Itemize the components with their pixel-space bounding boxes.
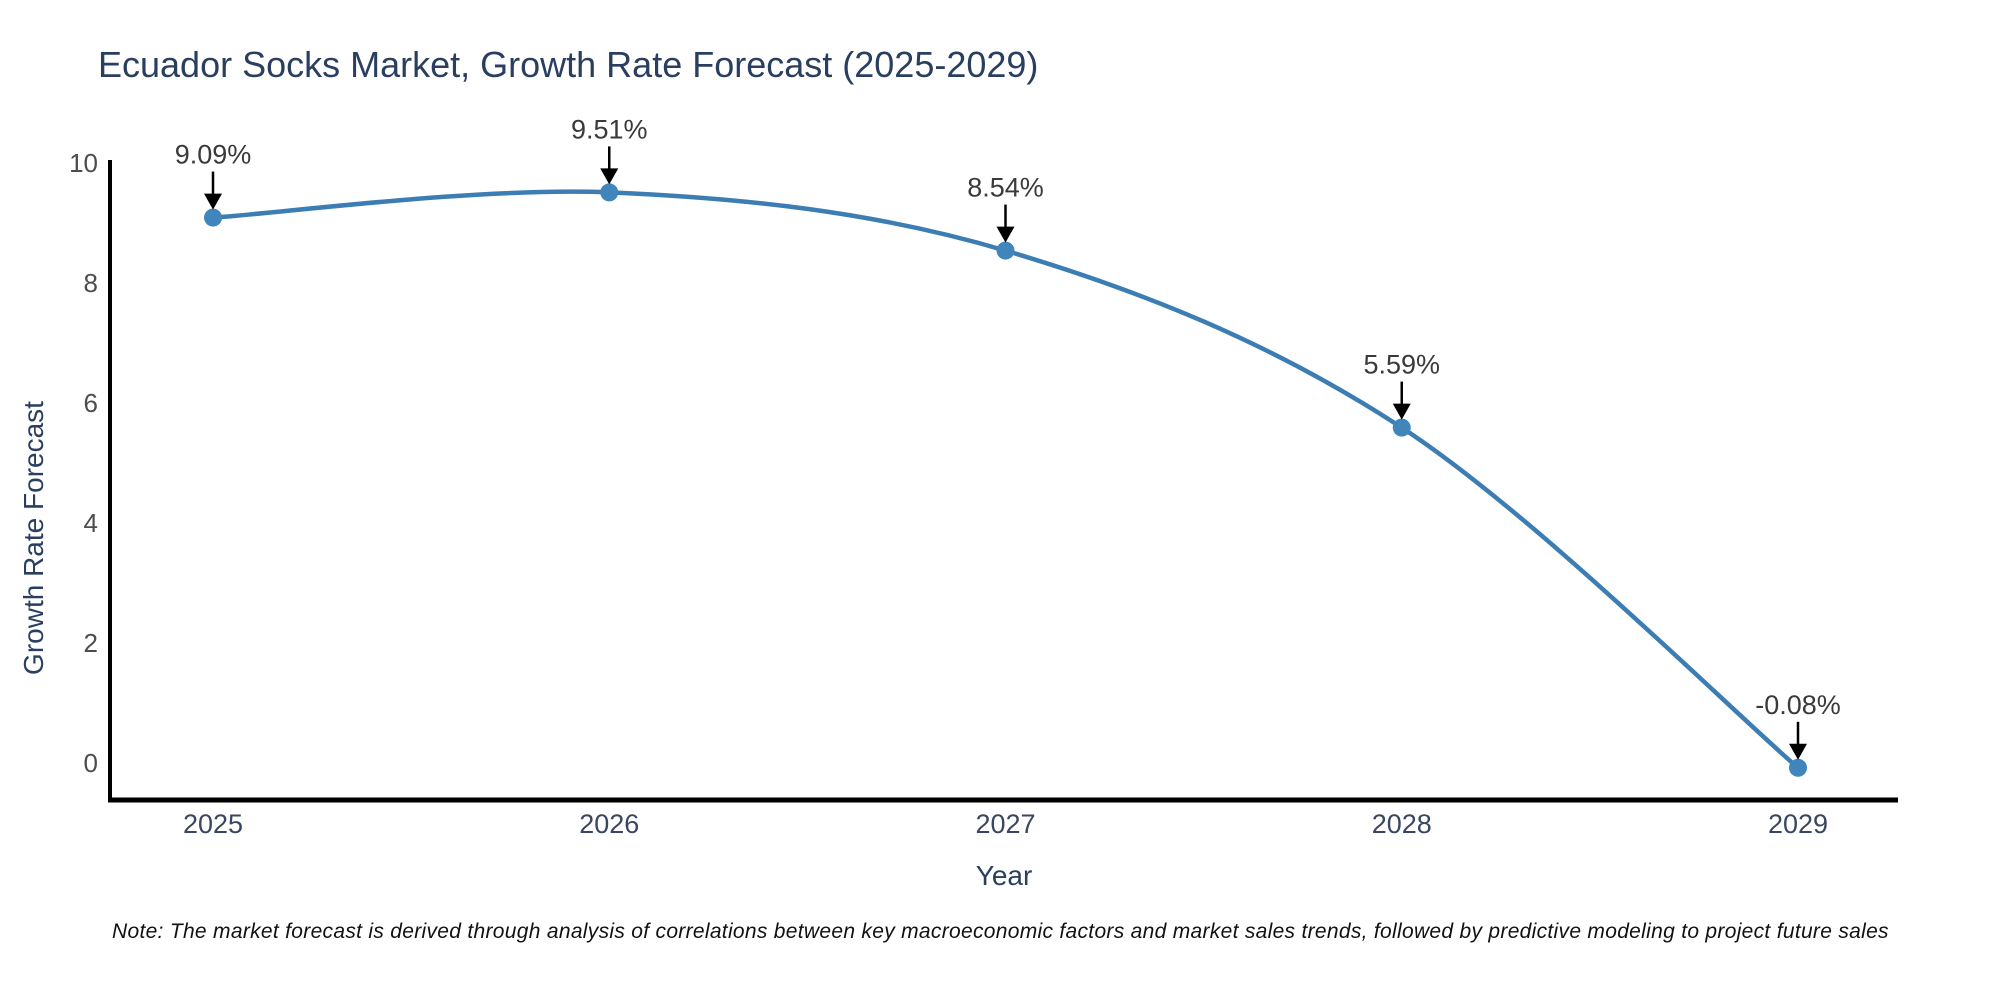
annotation-arrowhead-icon-2029 — [1789, 743, 1807, 760]
data-point-marker-2026 — [600, 183, 619, 202]
data-point-marker-2025 — [204, 208, 222, 227]
x-tick-label-2025: 2025 — [183, 809, 243, 839]
footnote: Note: The market forecast is derived thr… — [112, 920, 1889, 943]
x-axis-title: Year — [975, 860, 1033, 891]
y-tick-label-10: 10 — [69, 148, 98, 178]
annotation-label-2025: 9.09% — [175, 140, 252, 170]
y-tick-label-2: 2 — [84, 628, 98, 658]
data-point-marker-2029 — [1789, 758, 1807, 777]
annotation-arrowhead-icon-2026 — [600, 168, 619, 185]
y-tick-label-6: 6 — [84, 388, 98, 418]
series-line — [210, 189, 1801, 771]
x-tick-label-2028: 2028 — [1372, 809, 1432, 839]
y-tick-label-0: 0 — [84, 748, 98, 778]
data-point-marker-2027 — [996, 241, 1015, 260]
data-point-marker-2028 — [1392, 418, 1411, 437]
annotation-label-2026: 9.51% — [571, 114, 648, 144]
annotation-arrowhead-icon-2027 — [996, 226, 1015, 243]
x-tick-label-2029: 2029 — [1768, 809, 1828, 839]
x-tick-label-2027: 2027 — [975, 809, 1035, 839]
annotation-arrowhead-icon-2025 — [204, 193, 222, 210]
annotation-arrowhead-icon-2028 — [1392, 403, 1411, 420]
annotation-label-2029: -0.08% — [1755, 690, 1841, 720]
annotation-label-2027: 8.54% — [967, 173, 1044, 203]
chart-title: Ecuador Socks Market, Growth Rate Foreca… — [98, 44, 1039, 85]
x-tick-label-2026: 2026 — [579, 809, 639, 839]
y-tick-label-8: 8 — [84, 268, 98, 298]
y-tick-label-4: 4 — [84, 508, 98, 538]
annotation-label-2028: 5.59% — [1363, 350, 1440, 380]
